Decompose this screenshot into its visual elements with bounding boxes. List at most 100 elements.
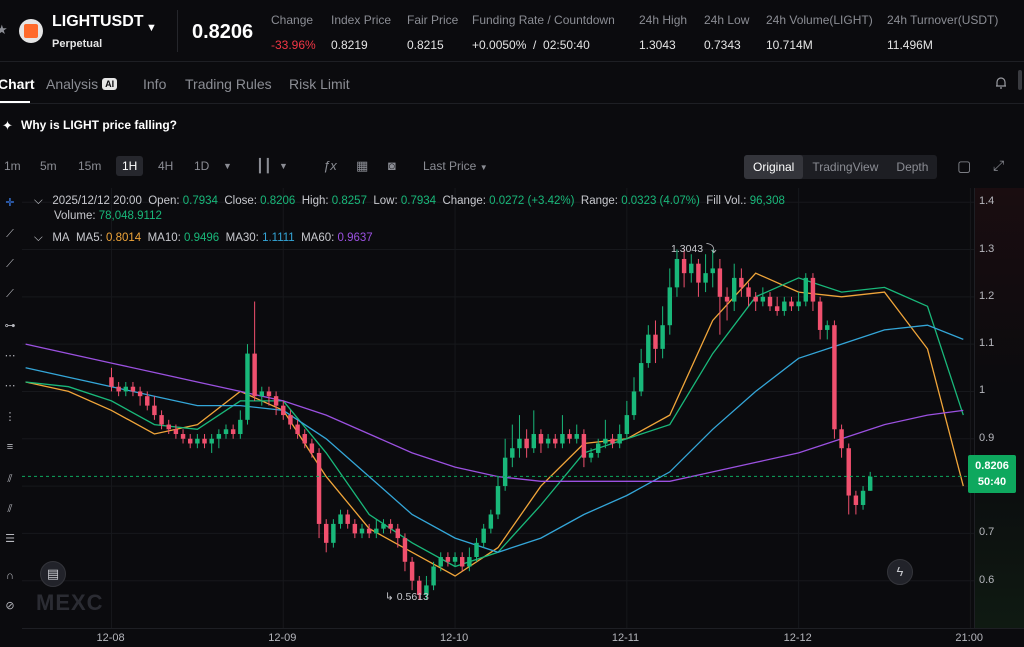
horizontal-line-icon[interactable]: ⋯ [4,350,16,362]
price-axis-label: 1.2 [979,289,995,302]
ohlc-row: ⌵ 2025/12/12 20:00 Open: 0.7934 Close: 0… [34,195,785,208]
candle-body [617,434,622,444]
collapse-icon[interactable]: ⌵ [34,232,43,244]
tab-label: Analysis [46,76,99,92]
ticker-header: ★ LIGHTUSDT Perpetual ▼ 0.8206 Change -3… [0,0,1024,62]
candle [288,410,293,430]
sparkle-icon: ✦ [2,118,13,133]
tab-analysis[interactable]: Analysis AI [46,76,118,92]
candle-body [846,448,851,496]
fullscreen-window-icon[interactable]: ▢ [957,158,972,175]
candle-body [431,566,436,586]
extended-line-icon[interactable]: ⟋ [6,288,14,300]
candle [445,552,451,567]
time-axis-label: 12-09 [268,632,297,644]
chevron-down-icon[interactable]: ▼ [146,22,157,34]
collapse-icon[interactable]: ⌵ [34,195,43,207]
candle [338,509,343,529]
view-original[interactable]: Original [744,155,804,179]
price-type-select[interactable]: Last Price ▼ [423,159,488,173]
candle-body [746,287,751,297]
candle-body [488,514,494,529]
timeframe-4h[interactable]: 4H [158,159,174,173]
ray-icon[interactable]: ⟋ [6,258,14,270]
candle-body [459,557,465,567]
candle-body [252,353,257,397]
timeframe-1h[interactable]: 1H [116,156,144,176]
price-line-icon[interactable]: ≡ [6,441,14,453]
candle-body [696,263,701,283]
trendline-icon[interactable]: ⟋ [6,228,14,240]
tab-risk-limit[interactable]: Risk Limit [289,76,350,92]
time-axis[interactable]: 12-08 12-09 12-10 12-11 12-12 21:00 [22,628,1024,647]
candle [767,292,773,312]
candle-body [230,429,236,435]
candle-body [417,580,422,595]
news-prompt[interactable]: ✦ Why is LIGHT price falling? [0,104,1024,146]
stat-label: 24h Low [704,13,750,27]
timeframe-dropdown-icon[interactable]: ▼ [223,161,232,171]
candle-body [474,542,479,558]
candle-body [374,528,379,534]
candle-body [195,438,200,444]
lightning-icon[interactable]: ϟ [887,559,913,585]
candles [109,249,873,600]
candle [581,429,587,468]
candle [753,292,758,312]
range-value: 0.0323 (4.07%) [621,195,700,207]
candle [409,557,415,591]
candle [674,249,680,297]
ma5-label: MA5: [75,232,103,244]
tab-trading-rules[interactable]: Trading Rules [185,76,272,92]
timeframe-1d[interactable]: 1D [194,159,210,173]
candle-body [825,325,830,330]
indicators-icon[interactable]: ƒx [323,158,337,173]
stat-funding-rate[interactable]: Funding Rate / Countdown +0.0050% / 02:5… [472,13,615,52]
tab-info[interactable]: Info [143,76,167,92]
candle [187,434,193,449]
symbol-name[interactable]: LIGHTUSDT [52,13,144,30]
candle-body [159,415,164,425]
candle-body [624,415,630,435]
timeframe-1m[interactable]: 1m [4,159,21,173]
candle-body [452,557,458,562]
horizontal-ray-icon[interactable]: ⋯ [4,380,16,392]
camera-icon[interactable]: ◙ [388,158,396,173]
volume-row: Volume: 78,048.9112 [54,210,162,222]
price-axis[interactable]: 1.41.31.21.110.90.80.70.6 [974,188,1024,628]
view-depth[interactable]: Depth [896,160,929,174]
candle-type-icon[interactable]: ┃┃ [256,158,272,173]
layout-icon[interactable]: ▦ [356,158,369,173]
crosshair-icon[interactable]: ✛ [5,197,15,209]
candle-body [681,258,687,274]
parallel-channel-icon[interactable]: ⫽ [7,473,13,485]
fibonacci-icon[interactable]: ⫽ [7,503,13,515]
horizontal-segment-icon[interactable]: ⊶ [4,320,16,332]
fib-levels-icon[interactable]: ☰ [5,533,15,545]
candlestick-chart[interactable] [22,188,974,628]
candle [159,410,164,430]
chevron-down-icon[interactable]: ▼ [279,161,288,171]
tab-chart[interactable]: Chart [0,76,35,92]
price-axis-label: 1 [979,384,986,397]
star-icon[interactable]: ★ [0,22,8,37]
candle-body [510,448,515,458]
view-tradingview[interactable]: TradingView [812,160,879,174]
vertical-line-icon[interactable]: ⋮ [4,411,16,423]
timeframe-5m[interactable]: 5m [40,159,57,173]
drawing-toolbar: ✛ ⟋ ⟋ ⟋ ⊶ ⋯ ⋯ ⋮ ≡ ⫽ ⫽ ☰ ∩ ⊘ [0,188,22,628]
candle [166,419,171,435]
timeframe-15m[interactable]: 15m [78,159,102,173]
candle [703,254,708,293]
candle [867,471,873,491]
candle-body [245,353,250,420]
hide-drawings-icon[interactable]: ⊘ [5,600,15,612]
stat-value: 1.3043 [639,38,676,52]
calendar-icon[interactable]: ▤ [40,561,66,587]
magnet-icon[interactable]: ∩ [6,570,14,582]
expand-icon[interactable]: ⤢ [993,157,1005,173]
scrollbar-handle[interactable] [1018,70,1022,90]
candle [832,320,837,439]
bell-icon[interactable] [994,76,1008,90]
candle-body [631,391,637,416]
